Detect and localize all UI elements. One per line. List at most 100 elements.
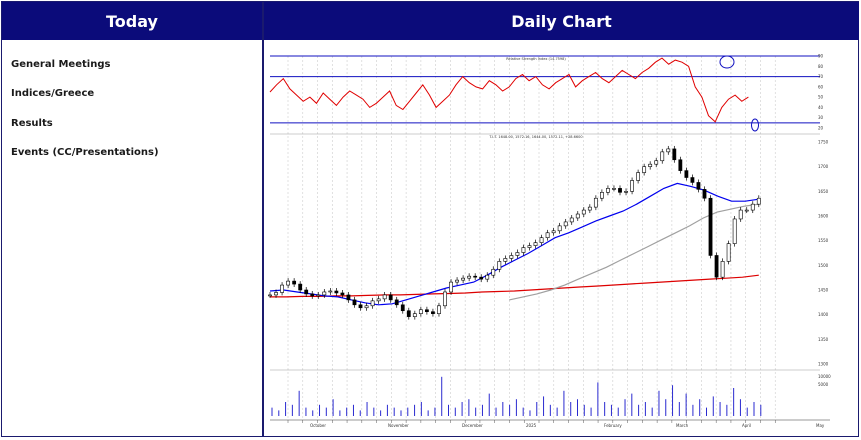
candle-body [370, 300, 375, 307]
price-tick-label: 1550 [818, 238, 829, 243]
candle-body [738, 209, 743, 220]
candle-body [388, 294, 393, 301]
candle-body [304, 289, 309, 295]
candle-body [527, 245, 532, 248]
price-tick-label: 1300 [818, 362, 829, 367]
candle-body [268, 294, 272, 297]
month-label: November [388, 423, 409, 428]
candle-body [714, 255, 719, 278]
price-tick-label: 1400 [818, 312, 829, 317]
price-tick-label: 1450 [818, 288, 829, 293]
candle-body [406, 310, 411, 317]
candle-body [636, 172, 641, 181]
candle-body [376, 298, 381, 302]
candle-body [431, 311, 435, 314]
rsi-tick-label: 90 [818, 54, 824, 59]
candle-body [473, 275, 478, 278]
month-label: April [742, 423, 751, 428]
candle-body [328, 290, 333, 293]
candle-body [581, 209, 586, 215]
rsi-tick-label: 30 [818, 115, 824, 120]
rsi-tick-label: 50 [818, 95, 824, 100]
candle-body [497, 261, 502, 270]
menu-item-results[interactable]: Results [11, 118, 53, 129]
rsi-line [269, 57, 749, 123]
candle-body [340, 292, 345, 296]
candle-body [666, 148, 671, 153]
candle-body [660, 151, 665, 162]
candle-body [394, 299, 399, 306]
daily-chart: Relative Strength Index (14.7598) 90 80 70 6… [266, 44, 858, 436]
candle-body [756, 197, 761, 205]
candle-body [322, 291, 327, 296]
candle-body [298, 283, 303, 291]
daily-chart-header: Daily Chart [264, 2, 859, 40]
rsi-tick-label: 80 [818, 64, 824, 69]
candle-body [455, 279, 459, 283]
month-label: October [310, 423, 326, 428]
volume-tick-label: 10000 [818, 374, 831, 379]
candle-body [551, 230, 556, 234]
candle-body [750, 203, 755, 211]
rsi-title: Relative Strength Index (14.7598) [506, 57, 566, 61]
candle-body [600, 192, 604, 199]
candle-body [732, 218, 737, 244]
price-tick-label: 1750 [818, 140, 829, 145]
candle-body [557, 225, 562, 232]
candle-body [274, 292, 278, 296]
candle-body [726, 243, 731, 262]
candle-body [533, 242, 538, 246]
candle-body [515, 252, 520, 256]
candle-body [485, 274, 490, 280]
candle-body [467, 275, 472, 279]
candle-body [672, 148, 677, 161]
chart-svg: Relative Strength Index (14.7598) 90 80 70 6… [268, 54, 831, 428]
candle-body [648, 163, 653, 167]
price-tick-label: 1600 [818, 214, 829, 219]
candle-body [684, 170, 689, 178]
price-tick-label: 1700 [818, 164, 829, 169]
candle-body [545, 232, 550, 239]
candle-body [642, 166, 647, 173]
candle-body [587, 206, 592, 211]
candle-body [310, 293, 315, 297]
candle-body [443, 291, 447, 307]
candle-body [352, 299, 357, 306]
candle-body [744, 209, 749, 212]
rsi-low-marker [751, 118, 759, 132]
candle-body [606, 188, 610, 193]
candle-body [539, 237, 544, 243]
candle-body [612, 188, 616, 190]
rsi-tick-label: 20 [818, 126, 824, 131]
candle-body [630, 180, 634, 192]
price-tick-label: 1350 [818, 337, 829, 342]
candle-body [702, 189, 707, 199]
month-label: May [816, 423, 825, 428]
candle-body [400, 304, 405, 312]
candle-body [593, 197, 598, 208]
candle-body [690, 177, 695, 183]
rsi-high-marker [719, 55, 735, 69]
candle-body [509, 255, 514, 259]
sma-slow-line [270, 274, 759, 298]
candle-body [412, 313, 417, 317]
candle-body [334, 290, 339, 294]
sma-fast-line [269, 182, 759, 306]
menu-item-general-meetings[interactable]: General Meetings [11, 59, 111, 70]
candle-body [479, 276, 484, 280]
candle-body [563, 221, 568, 227]
rsi-tick-label: 40 [818, 105, 824, 110]
month-label: 2025 [526, 423, 537, 428]
candle-body [346, 294, 351, 301]
menu-item-events[interactable]: Events (CC/Presentations) [11, 147, 159, 158]
month-label: February [604, 423, 622, 428]
sma-mid-line [509, 203, 759, 301]
candle-body [708, 197, 713, 256]
price-title: T.I.T. 1648.00, 1572.16, 1644.00, 1572.1… [488, 135, 582, 139]
candle-body [286, 280, 291, 286]
candle-body [437, 305, 441, 314]
menu-item-indices-greece[interactable]: Indices/Greece [11, 88, 95, 99]
today-header: Today [2, 2, 262, 40]
month-label: March [676, 423, 689, 428]
candle-body [358, 304, 363, 309]
